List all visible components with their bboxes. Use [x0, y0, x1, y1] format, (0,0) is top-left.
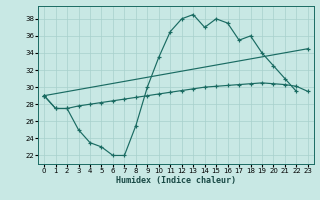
X-axis label: Humidex (Indice chaleur): Humidex (Indice chaleur): [116, 176, 236, 185]
